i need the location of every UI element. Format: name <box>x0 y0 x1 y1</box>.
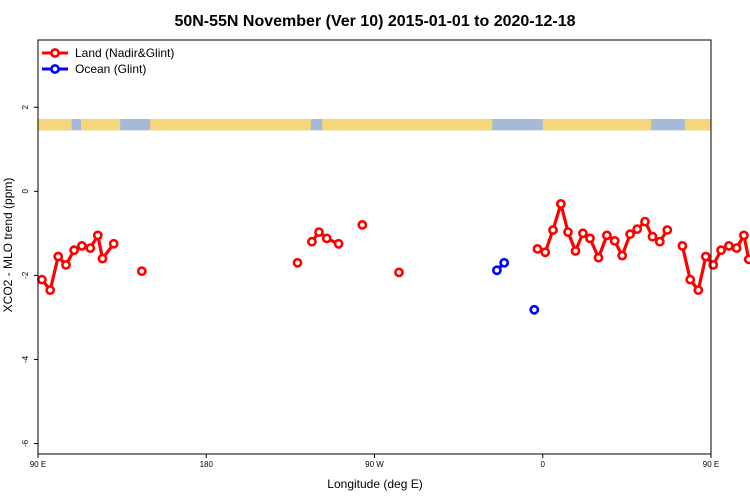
data-point <box>685 274 696 285</box>
data-point <box>333 238 344 249</box>
data-point <box>92 230 103 241</box>
data-point <box>97 253 108 264</box>
land-band <box>322 119 493 131</box>
data-point <box>617 250 628 261</box>
land-band <box>150 119 311 131</box>
data-point <box>136 266 147 277</box>
y-axis-label: XCO2 - MLO trend (ppm) <box>1 178 15 313</box>
legend: Land (Nadir&Glint) Ocean (Glint) <box>42 46 174 76</box>
data-point <box>609 235 620 246</box>
data-point <box>45 285 56 295</box>
data-point <box>693 285 704 295</box>
data-point <box>540 247 551 258</box>
data-point <box>532 243 543 254</box>
data-point <box>677 240 688 251</box>
x-tick-label: 0 <box>541 460 546 469</box>
data-point <box>724 240 734 251</box>
data-point <box>108 238 119 249</box>
data-point <box>602 230 612 241</box>
axis-ticks: 2 0 -2 -4 -6 90 E 180 90 W 0 90 E <box>21 104 719 469</box>
data-point <box>640 216 650 227</box>
plot-frame <box>37 39 712 455</box>
data-point <box>357 219 368 230</box>
data-point <box>563 227 573 237</box>
x-tick-label: 90 E <box>703 460 719 469</box>
data-point <box>700 251 711 262</box>
y-tick-label: -6 <box>21 439 30 447</box>
data-point <box>662 225 673 235</box>
x-axis-label: Longitude (deg E) <box>327 477 422 491</box>
data-point <box>548 225 558 235</box>
land-band <box>80 119 121 131</box>
y-tick-label: -4 <box>21 355 30 363</box>
data-point <box>292 257 303 268</box>
x-tick-label: 90 W <box>365 460 384 469</box>
data-point <box>85 243 96 253</box>
data-series <box>37 198 750 315</box>
data-point <box>654 236 665 247</box>
data-point <box>321 233 332 244</box>
data-point <box>739 230 749 241</box>
data-point <box>716 245 726 256</box>
data-point <box>625 229 635 240</box>
data-point <box>585 233 595 244</box>
data-point <box>37 274 47 285</box>
data-point <box>77 240 87 251</box>
data-point <box>632 224 643 234</box>
data-point <box>61 259 71 270</box>
land-band <box>684 119 711 131</box>
land-band <box>38 119 72 131</box>
legend-marker <box>50 64 60 74</box>
data-point <box>556 198 566 209</box>
land-band <box>542 119 652 131</box>
data-point <box>743 254 750 265</box>
data-point <box>53 251 64 262</box>
data-point <box>499 257 510 268</box>
data-point <box>570 246 581 256</box>
data-point <box>731 243 742 253</box>
chart-title: 50N-55N November (Ver 10) 2015-01-01 to … <box>174 13 575 30</box>
data-point <box>647 231 658 242</box>
land-ocean-strip <box>38 119 711 131</box>
y-tick-label: 0 <box>21 189 30 194</box>
y-tick-label: -2 <box>21 271 30 279</box>
data-point <box>314 227 324 237</box>
data-point <box>593 252 604 263</box>
legend-label: Land (Nadir&Glint) <box>75 46 174 60</box>
y-tick-label: 2 <box>21 104 30 109</box>
legend-label: Ocean (Glint) <box>75 62 146 76</box>
data-point <box>394 267 404 278</box>
x-tick-label: 180 <box>200 460 214 469</box>
legend-marker <box>50 48 60 58</box>
data-point <box>529 304 540 315</box>
x-tick-label: 90 E <box>30 460 46 469</box>
data-point <box>306 236 317 247</box>
data-point <box>578 228 588 239</box>
data-point <box>69 245 79 256</box>
data-point <box>491 265 502 276</box>
series-line <box>310 230 340 246</box>
